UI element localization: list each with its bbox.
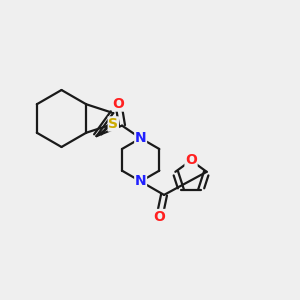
Text: S: S [108,117,118,131]
Text: N: N [135,174,146,188]
Text: O: O [112,97,124,111]
Text: O: O [185,153,197,167]
Text: O: O [154,209,166,224]
Text: N: N [135,131,146,145]
